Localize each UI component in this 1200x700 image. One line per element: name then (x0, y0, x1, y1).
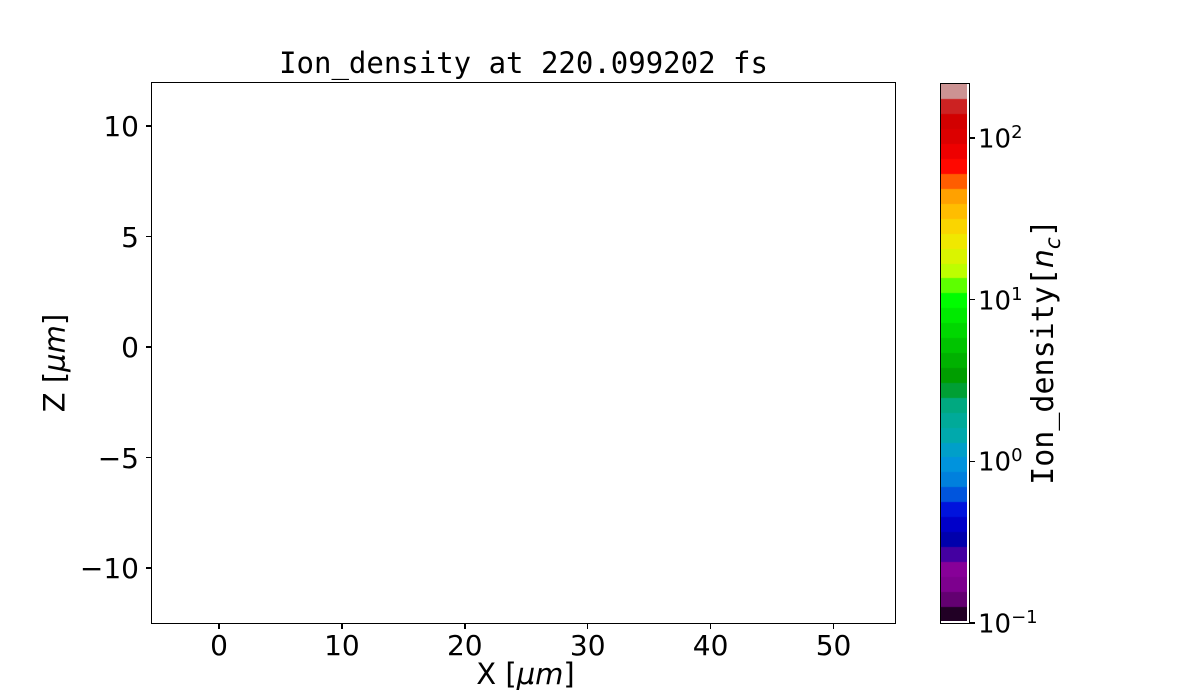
colorbar-tick-label: 10−1 (978, 609, 1038, 638)
y-axis-label-post: ] (37, 313, 72, 326)
colorbar-label-pre: Ion_density[ (1026, 268, 1061, 485)
x-tick (709, 623, 712, 629)
plot-title: Ion_density at 220.099202 fs (279, 46, 768, 80)
x-axis-label: X [μm] (476, 660, 574, 689)
colorbar-tick-label: 100 (978, 447, 1023, 476)
colorbar-tick (969, 137, 975, 139)
x-tick-label: 0 (210, 629, 228, 662)
x-tick-label: 10 (324, 629, 360, 662)
colorbar-tick (969, 460, 975, 463)
y-tick (146, 235, 152, 238)
y-tick-label: −5 (97, 441, 139, 475)
x-tick (586, 623, 589, 629)
y-tick (146, 456, 152, 459)
axes-box (151, 82, 896, 624)
colorbar-tick-label: 101 (978, 283, 1023, 317)
colorbar-canvas (941, 84, 967, 621)
y-tick (146, 125, 152, 127)
x-tick-label: 40 (692, 629, 729, 662)
colorbar-tick-mantissa: 10 (978, 448, 1012, 478)
colorbar-tick-exponent: 1 (1011, 283, 1023, 305)
colorbar-tick-mantissa: 10 (978, 286, 1012, 317)
colorbar-tick-label: 102 (978, 124, 1023, 153)
x-axis-label-units: μm (516, 657, 564, 691)
colorbar-tick-mantissa: 10 (978, 609, 1012, 640)
x-tick (341, 623, 343, 629)
y-tick (146, 346, 152, 348)
y-tick-label: 5 (121, 220, 139, 254)
y-axis-label: Z [μm] (37, 313, 72, 413)
x-tick-label: 20 (446, 629, 483, 662)
x-axis-label-post: ] (563, 657, 575, 691)
x-tick (832, 623, 835, 629)
colorbar-label: Ion_density[nc] (1026, 219, 1066, 485)
colorbar-label-var: n (1026, 249, 1061, 269)
x-tick (464, 623, 466, 629)
colorbar-label-sub: c (1041, 237, 1066, 250)
y-tick-label: −10 (79, 551, 139, 585)
colorbar-tick-exponent: 2 (1011, 122, 1023, 144)
x-tick (218, 623, 220, 629)
x-axis-label-pre: X [ (476, 657, 517, 691)
colorbar-tick-exponent: 0 (1011, 445, 1023, 467)
x-tick-label: 50 (815, 629, 852, 662)
colorbar-tick (969, 298, 975, 301)
x-tick-label: 30 (569, 629, 606, 662)
y-axis-label-pre: Z [ (37, 371, 72, 413)
colorbar (940, 83, 970, 624)
y-tick-label: 0 (121, 331, 139, 365)
colorbar-tick (969, 622, 975, 624)
y-tick-label: 10 (103, 110, 139, 144)
colorbar-tick-exponent: −1 (1011, 607, 1038, 628)
y-tick (146, 567, 152, 569)
colorbar-tick-mantissa: 10 (978, 124, 1012, 155)
colorbar-label-post: ] (1026, 219, 1061, 238)
